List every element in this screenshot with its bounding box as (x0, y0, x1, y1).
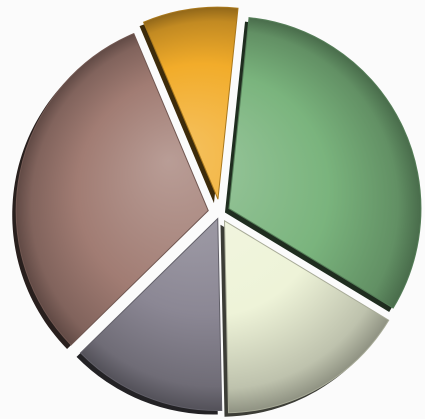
pie-slice-cream (223, 219, 390, 414)
pie-slice-orange (142, 6, 239, 200)
pie-slice-gray (79, 217, 223, 412)
pie-slice-brown (15, 32, 209, 346)
pie-slice-green (228, 17, 422, 309)
